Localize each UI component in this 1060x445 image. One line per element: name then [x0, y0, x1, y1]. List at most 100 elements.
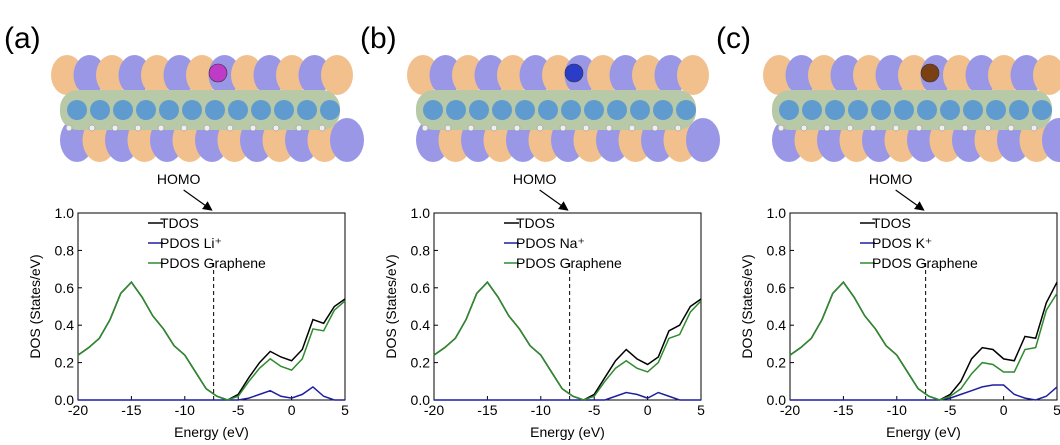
- molecule-image: [407, 55, 720, 162]
- y-axis-label: DOS (States/eV): [383, 254, 399, 358]
- series-line: [434, 393, 701, 400]
- x-tick-label: -5: [232, 402, 245, 418]
- y-tick-label: 0.4: [767, 317, 787, 333]
- hydrogen-atom: [778, 125, 784, 131]
- electron-density: [113, 100, 133, 120]
- orbital-lobe: [321, 55, 353, 95]
- hydrogen-atom: [227, 125, 233, 131]
- electron-density: [825, 100, 845, 120]
- electron-density: [607, 100, 627, 120]
- hydrogen-atom: [319, 125, 325, 131]
- annotation-arrow: [540, 190, 568, 210]
- panel: (c)0.00.20.40.60.81.0-20-15-10-505Energy…: [716, 22, 1060, 440]
- hydrogen-atom: [824, 125, 830, 131]
- orbital-lobe: [330, 118, 364, 162]
- x-tick-label: 5: [341, 402, 349, 418]
- hydrogen-atom: [985, 125, 991, 131]
- hydrogen-atom: [801, 125, 807, 131]
- hydrogen-atom: [112, 125, 118, 131]
- x-tick-label: 5: [697, 402, 705, 418]
- series-line: [78, 387, 345, 400]
- electron-density: [584, 100, 604, 120]
- hydrogen-atom: [66, 125, 72, 131]
- hydrogen-atom: [158, 125, 164, 131]
- hydrogen-atom: [468, 125, 474, 131]
- electron-density: [469, 100, 489, 120]
- hydrogen-atom: [89, 125, 95, 131]
- series-line: [790, 282, 1057, 400]
- annotation-arrow: [184, 190, 212, 210]
- y-tick-label: 0.8: [767, 242, 787, 258]
- hydrogen-atom: [296, 125, 302, 131]
- hydrogen-atom: [181, 125, 187, 131]
- hydrogen-atom: [629, 125, 635, 131]
- hydrogen-atom: [847, 125, 853, 131]
- hydrogen-atom: [422, 125, 428, 131]
- y-tick-label: 0.6: [55, 280, 75, 296]
- orbital-lobe: [677, 55, 709, 95]
- electron-density: [320, 100, 340, 120]
- electron-density: [653, 100, 673, 120]
- hydrogen-atom: [514, 125, 520, 131]
- electron-density: [274, 100, 294, 120]
- legend-label: PDOS K⁺: [872, 235, 932, 251]
- y-tick-label: 0.4: [411, 317, 431, 333]
- electron-density: [159, 100, 179, 120]
- electron-density: [802, 100, 822, 120]
- annotation: HOMO: [157, 171, 201, 187]
- electron-density: [228, 100, 248, 120]
- electron-density: [423, 100, 443, 120]
- electron-density: [676, 100, 696, 120]
- legend-label: TDOS: [872, 215, 911, 231]
- series-line: [434, 282, 701, 400]
- electron-density: [917, 100, 937, 120]
- hydrogen-atom: [1031, 125, 1037, 131]
- hydrogen-atom: [491, 125, 497, 131]
- hydrogen-atom: [1008, 125, 1014, 131]
- legend-label: TDOS: [160, 215, 199, 231]
- y-tick-label: 0.2: [55, 355, 75, 371]
- molecule-image: [51, 55, 364, 162]
- electron-density: [963, 100, 983, 120]
- y-tick-label: 0.4: [55, 317, 75, 333]
- electron-density: [848, 100, 868, 120]
- hydrogen-atom: [939, 125, 945, 131]
- x-tick-label: 0: [644, 402, 652, 418]
- x-tick-label: 5: [1053, 402, 1060, 418]
- electron-density: [251, 100, 271, 120]
- x-axis-label: Energy (eV): [886, 424, 961, 440]
- electron-density: [297, 100, 317, 120]
- molecule-image: [763, 55, 1060, 162]
- x-tick-label: 0: [1000, 402, 1008, 418]
- electron-density: [515, 100, 535, 120]
- electron-density: [779, 100, 799, 120]
- x-tick-label: -15: [477, 402, 497, 418]
- y-axis-label: DOS (States/eV): [27, 254, 43, 358]
- y-tick-label: 0.6: [767, 280, 787, 296]
- x-tick-label: -20: [68, 402, 88, 418]
- annotation-arrow: [896, 190, 924, 210]
- hydrogen-atom: [445, 125, 451, 131]
- hydrogen-atom: [560, 125, 566, 131]
- electron-density: [182, 100, 202, 120]
- electron-density: [940, 100, 960, 120]
- orbital-lobe: [686, 118, 720, 162]
- y-tick-label: 0.8: [411, 242, 431, 258]
- figure: (a)0.00.20.40.60.81.0-20-15-10-505Energy…: [0, 0, 1060, 445]
- y-tick-label: 0.2: [411, 355, 431, 371]
- legend-label: TDOS: [516, 215, 555, 231]
- x-tick-label: -15: [121, 402, 141, 418]
- electron-density: [894, 100, 914, 120]
- electron-density: [561, 100, 581, 120]
- electron-density: [630, 100, 650, 120]
- hydrogen-atom: [652, 125, 658, 131]
- electron-density: [446, 100, 466, 120]
- hydrogen-atom: [583, 125, 589, 131]
- electron-density: [1009, 100, 1029, 120]
- hydrogen-atom: [916, 125, 922, 131]
- y-axis-label: DOS (States/eV): [739, 254, 755, 358]
- ion-atom: [209, 64, 227, 82]
- hydrogen-atom: [273, 125, 279, 131]
